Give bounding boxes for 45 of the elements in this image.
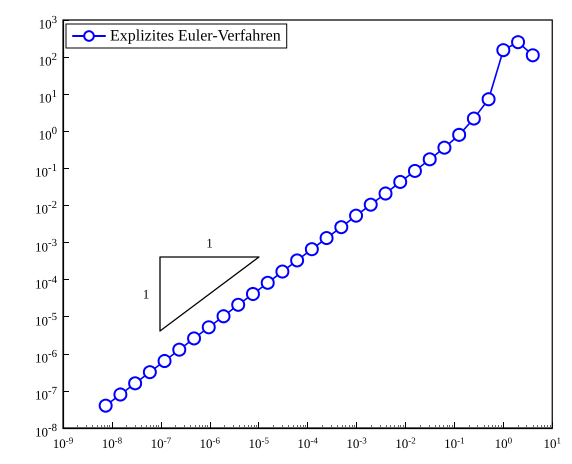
point xyxy=(378,186,393,200)
point xyxy=(113,388,128,402)
annotation: 1 xyxy=(206,236,213,250)
point xyxy=(320,231,334,246)
y-tick-label: 10$^{3}$ xyxy=(38,13,57,34)
point xyxy=(496,43,510,58)
point xyxy=(128,376,142,390)
point xyxy=(422,152,437,166)
point xyxy=(202,320,216,334)
y-tick-label: 10$^{2}$ xyxy=(38,50,57,70)
y-tick-label: 10$^{-3}$ xyxy=(34,236,57,256)
y-tick-label: 10$^{1}$ xyxy=(38,87,57,108)
point xyxy=(290,253,304,268)
y-tick-label: 10$^{-7}$ xyxy=(34,384,57,404)
point xyxy=(275,264,290,279)
point xyxy=(187,331,202,346)
point xyxy=(216,309,231,324)
y-tick-label: 10$^{-1}$ xyxy=(34,161,57,182)
point xyxy=(304,242,319,256)
annotation: 1 xyxy=(142,286,150,302)
point xyxy=(466,112,481,126)
point xyxy=(142,365,157,380)
point xyxy=(158,354,172,368)
point xyxy=(452,128,466,142)
y-tick-label: 10$^{-8}$ xyxy=(34,422,57,440)
point xyxy=(393,174,408,189)
y-tick-label: 10$^{-4}$ xyxy=(34,272,57,293)
point xyxy=(334,220,348,234)
point xyxy=(349,208,364,223)
point xyxy=(408,164,422,178)
point xyxy=(231,298,246,312)
y-tick-label: 10$^{-5}$ xyxy=(34,310,57,330)
point xyxy=(98,398,113,413)
point xyxy=(482,92,496,106)
y-tick-label: 10$^{0}$ xyxy=(38,124,57,145)
point xyxy=(511,35,526,50)
point xyxy=(364,198,378,212)
point xyxy=(437,140,452,155)
point xyxy=(526,48,540,62)
y-tick-label: 10$^{-2}$ xyxy=(34,198,57,219)
point xyxy=(246,287,260,301)
y-tick-label: 10$^{-6}$ xyxy=(34,346,57,368)
legend-label: Explizites Euler-Verfahren xyxy=(110,28,281,44)
point xyxy=(172,342,186,357)
point xyxy=(260,276,275,290)
